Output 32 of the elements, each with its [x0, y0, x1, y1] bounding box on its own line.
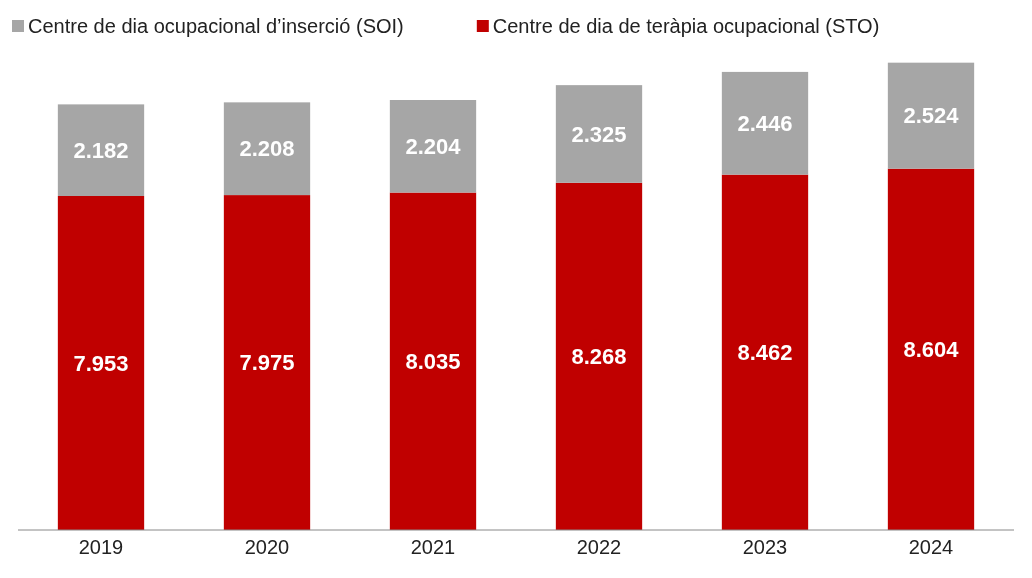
- bar: [389, 192, 477, 530]
- data-label: 8.268: [571, 344, 627, 370]
- data-label: 2.524: [903, 103, 960, 129]
- legend-label: Centre de dia ocupacional d’inserció (SOI): [28, 15, 404, 37]
- bar: [223, 102, 311, 196]
- bar: [389, 100, 477, 193]
- data-label: 2.182: [73, 137, 129, 163]
- x-tick-label: 2021: [410, 536, 456, 558]
- bar: [721, 71, 809, 175]
- bar: [555, 182, 643, 530]
- legend-label: Centre de dia de teràpia ocupacional (STO): [492, 15, 880, 37]
- x-tick-label: 2019: [78, 536, 124, 558]
- x-tick-label: 2022: [576, 536, 622, 558]
- data-label: 2.204: [405, 133, 462, 159]
- bar: [223, 195, 311, 530]
- data-label: 2.208: [239, 136, 295, 162]
- data-label: 2.325: [571, 121, 627, 147]
- data-label: 8.462: [737, 340, 793, 366]
- x-tick-label: 2020: [244, 536, 290, 558]
- bar: [555, 85, 643, 183]
- bar: [721, 174, 809, 530]
- data-label: 8.604: [903, 337, 960, 363]
- data-label: 7.953: [73, 350, 129, 376]
- data-label: 8.035: [405, 348, 461, 374]
- data-label: 2.446: [737, 110, 793, 136]
- bar: [57, 104, 145, 197]
- bar: [887, 168, 975, 530]
- bar: [887, 62, 975, 169]
- x-tick-label: 2024: [908, 536, 954, 558]
- x-tick-label: 2023: [742, 536, 788, 558]
- bar: [57, 196, 145, 530]
- data-label: 7.975: [239, 350, 295, 376]
